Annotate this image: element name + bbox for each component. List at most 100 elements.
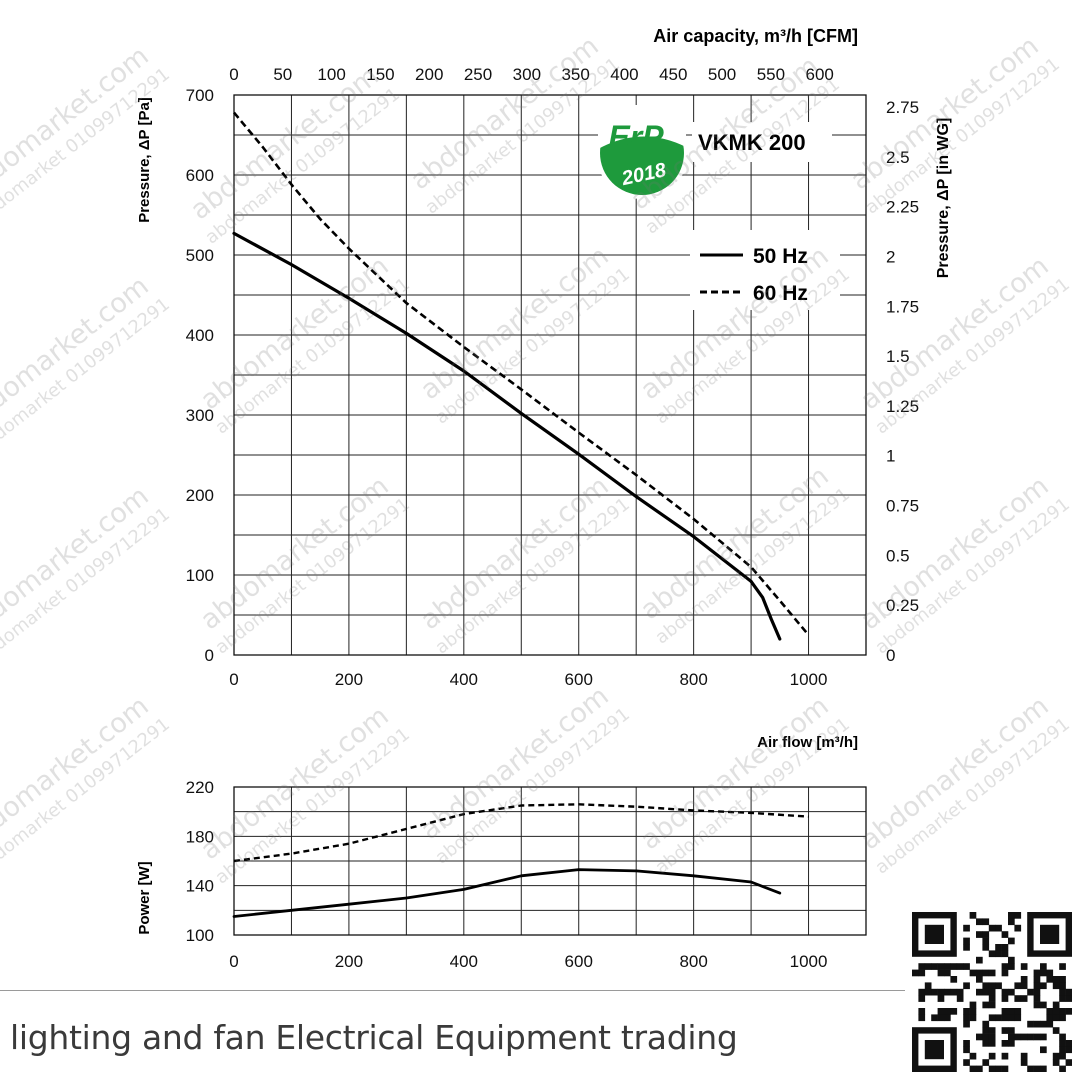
qr-module bbox=[1001, 1014, 1009, 1022]
qr-module bbox=[995, 924, 1002, 932]
qr-module bbox=[1040, 1020, 1047, 1028]
y-tick-label-right: 0 bbox=[886, 646, 895, 665]
qr-module bbox=[918, 988, 926, 996]
qr-module bbox=[924, 963, 932, 970]
qr-module bbox=[1040, 1001, 1047, 1009]
x-tick-label: 600 bbox=[565, 952, 593, 971]
power-line-solid bbox=[232, 868, 782, 918]
qr-module bbox=[1040, 1033, 1047, 1041]
qr-module bbox=[1059, 1014, 1066, 1022]
watermark-site: abdomarket.com bbox=[635, 460, 835, 626]
qr-module bbox=[976, 1033, 983, 1041]
plot-frame bbox=[233, 94, 867, 656]
qr-module bbox=[1033, 1020, 1041, 1028]
x-tick-label: 1000 bbox=[790, 952, 828, 971]
qr-module bbox=[944, 1014, 951, 1022]
qr-module bbox=[1052, 1052, 1060, 1060]
qr-module bbox=[912, 969, 919, 977]
qr-module bbox=[995, 944, 1002, 951]
qr-module bbox=[1033, 988, 1041, 996]
qr-module bbox=[988, 924, 996, 932]
qr-module bbox=[931, 963, 938, 970]
x-tick-label: 200 bbox=[335, 952, 363, 971]
qr-module bbox=[931, 988, 938, 996]
qr-module bbox=[976, 918, 983, 926]
qr-module bbox=[1027, 1065, 1034, 1073]
y-tick-label-right: 2.75 bbox=[886, 98, 919, 117]
qr-module bbox=[963, 1008, 970, 1015]
y-tick-label-right: 0.25 bbox=[886, 596, 919, 615]
qr-module bbox=[982, 931, 990, 938]
y-tick-label-right: 2.5 bbox=[886, 148, 910, 167]
y-tick-label-left: 700 bbox=[186, 86, 214, 105]
legend-background bbox=[690, 230, 840, 310]
footer-divider bbox=[0, 990, 905, 991]
qr-module bbox=[1014, 982, 1022, 990]
qr-module bbox=[1059, 1040, 1066, 1047]
x-tick-label-bottom: 200 bbox=[335, 670, 363, 689]
qr-module bbox=[963, 982, 970, 990]
qr-module bbox=[1040, 1046, 1047, 1054]
qr-module bbox=[1052, 1001, 1060, 1009]
qr-module bbox=[1059, 982, 1066, 990]
x-tick-label: 400 bbox=[450, 952, 478, 971]
power-chart: 0 200 400 600 800 1000 100 140 180 220 Air flow [m… bbox=[136, 734, 867, 971]
qr-module bbox=[1059, 1008, 1066, 1015]
watermark-site: abdomarket.com bbox=[415, 240, 615, 406]
qr-module bbox=[988, 1033, 996, 1041]
qr-module bbox=[969, 1014, 977, 1022]
qr-module bbox=[937, 963, 945, 970]
watermark-site: abdomarket.com bbox=[855, 250, 1055, 416]
qr-module bbox=[1033, 1065, 1041, 1073]
qr-module bbox=[1008, 963, 1015, 970]
qr-module bbox=[1027, 1033, 1034, 1041]
y-tick-label-right: 2.25 bbox=[886, 198, 919, 217]
qr-module bbox=[918, 1008, 926, 1015]
qr-module bbox=[982, 1059, 990, 1066]
x-tick-label-bottom: 600 bbox=[565, 670, 593, 689]
qr-module bbox=[1027, 1020, 1034, 1028]
qr-module bbox=[1033, 1001, 1041, 1009]
qr-module bbox=[982, 944, 990, 951]
qr-module bbox=[969, 912, 977, 919]
qr-module bbox=[918, 995, 926, 1002]
qr-module bbox=[1014, 1008, 1022, 1015]
qr-module bbox=[1046, 1020, 1054, 1028]
y-tick-label-left: 200 bbox=[186, 486, 214, 505]
watermark-site: abdomarket.com bbox=[195, 250, 395, 416]
y-tick-label-left: 0 bbox=[205, 646, 214, 665]
qr-module bbox=[1033, 976, 1041, 983]
x-tick-label-top: 50 bbox=[273, 65, 292, 84]
qr-module bbox=[1008, 956, 1015, 964]
qr-module bbox=[1059, 988, 1066, 996]
watermark-site: abdomarket.com bbox=[195, 700, 395, 866]
qr-module bbox=[1033, 995, 1041, 1002]
power-line-dashed bbox=[233, 803, 809, 863]
qr-module bbox=[1065, 988, 1073, 996]
qr-module bbox=[924, 982, 932, 990]
qr-module bbox=[988, 969, 996, 977]
qr-module bbox=[950, 963, 958, 970]
qr-module bbox=[982, 1033, 990, 1041]
qr-module bbox=[963, 963, 970, 970]
qr-module bbox=[982, 937, 990, 945]
qr-code-icon bbox=[912, 912, 1073, 1073]
y-tick-label: 180 bbox=[186, 827, 214, 846]
qr-module bbox=[956, 963, 964, 970]
qr-module bbox=[1052, 1027, 1060, 1034]
y-tick-label-right: 2 bbox=[886, 247, 895, 266]
qr-module bbox=[982, 969, 990, 977]
qr-module bbox=[1046, 1014, 1054, 1022]
x-tick-label-top: 0 bbox=[229, 65, 238, 84]
qr-module bbox=[988, 995, 996, 1002]
y-tick-label: 140 bbox=[186, 877, 214, 896]
